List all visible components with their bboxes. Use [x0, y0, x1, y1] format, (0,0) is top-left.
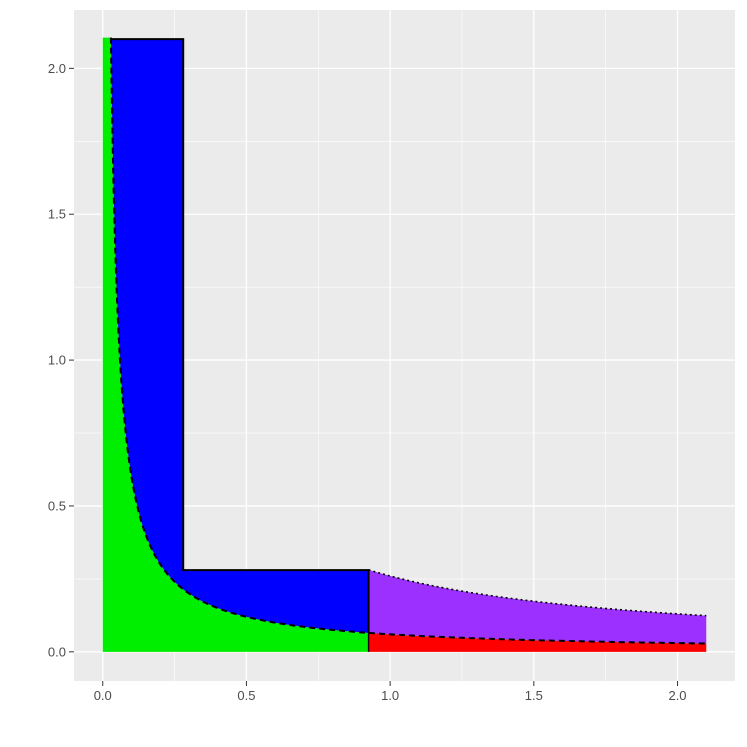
dashed-curve	[109, 37, 707, 645]
region-blue	[110, 37, 369, 633]
region-green	[102, 37, 369, 652]
y-tick-label: 2.0	[48, 61, 66, 76]
x-tick-label: 2.0	[668, 688, 686, 703]
curves	[109, 37, 707, 652]
y-tick-label: 1.0	[48, 353, 66, 368]
y-tick-label: 0.0	[48, 644, 66, 659]
x-tick-label: 0.0	[94, 688, 112, 703]
x-tick-labels: 0.0 0.5 1.0 1.5 2.0	[94, 688, 687, 703]
axis-ticks	[69, 67, 679, 686]
dotted-curve	[368, 569, 707, 617]
y-tick-labels: 0.0 0.5 1.0 1.5 2.0	[48, 61, 66, 659]
region-purple	[368, 569, 707, 644]
x-tick-label: 1.0	[381, 688, 399, 703]
x-tick-label: 0.5	[237, 688, 255, 703]
x-tick-label: 1.5	[525, 688, 543, 703]
y-tick-label: 1.5	[48, 207, 66, 222]
y-tick-label: 0.5	[48, 498, 66, 513]
